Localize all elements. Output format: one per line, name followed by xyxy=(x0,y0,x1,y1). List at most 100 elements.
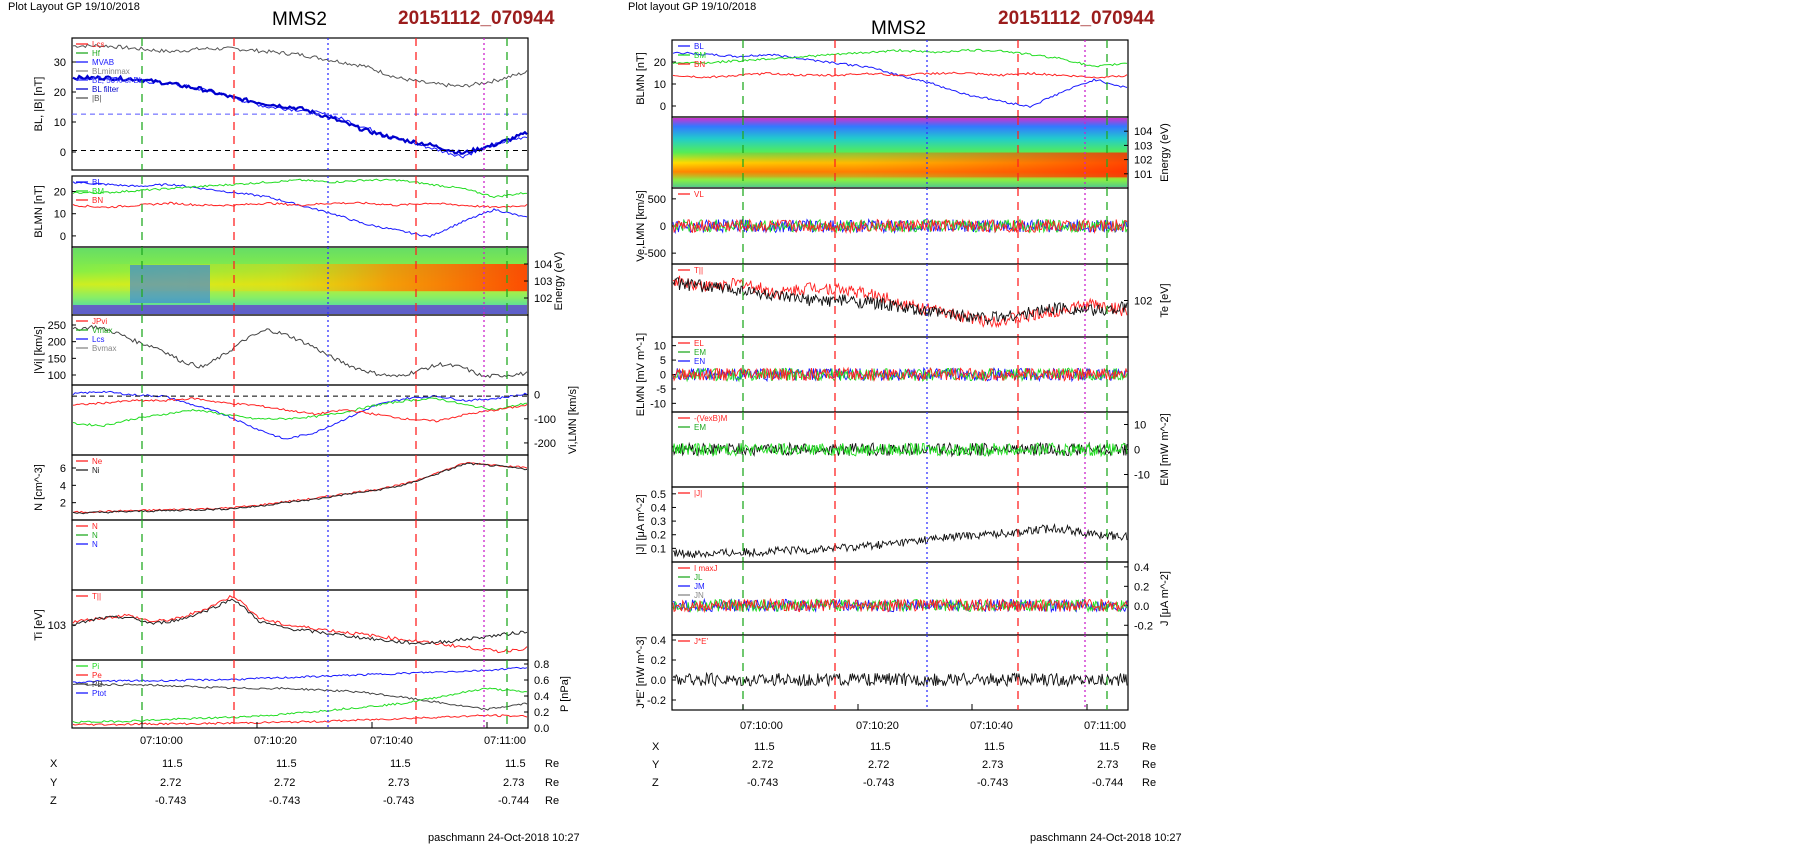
y-tick-label: 0.4 xyxy=(1134,562,1149,574)
series-line-pb xyxy=(72,683,528,711)
trace-line xyxy=(672,218,1128,234)
y-tick-label: -200 xyxy=(534,438,556,450)
trace-t xyxy=(672,275,1128,329)
series-line-b xyxy=(72,43,528,88)
orbit-value: 2.72 xyxy=(868,759,890,771)
series-line-vil xyxy=(72,390,528,440)
y-tick-label: 0 xyxy=(1134,445,1140,457)
orbit-label-z: Z xyxy=(652,777,659,789)
panel-frame-left-9 xyxy=(71,659,529,729)
series-line-bm xyxy=(672,48,1128,68)
orbit-value: -0.743 xyxy=(155,795,187,807)
right-time-tick: 07:10:20 xyxy=(856,720,899,732)
trace-imaxj xyxy=(672,597,1128,614)
series-line-pi xyxy=(72,687,528,724)
y-tick-label: 102 xyxy=(1134,296,1152,308)
legend-label: BL xyxy=(92,178,102,187)
y-tick-label: 200 xyxy=(48,337,66,349)
orbit-value: -0.743 xyxy=(747,777,779,789)
y-tick-label: 10 xyxy=(54,209,66,221)
legend-label: -(VexB)M xyxy=(694,414,728,423)
y-axis-label: EM [mW m^-2] xyxy=(1159,413,1171,485)
trace-em xyxy=(672,442,1128,458)
y-tick-label: 6 xyxy=(60,463,66,475)
y-tick-label: -10 xyxy=(1134,470,1150,482)
legend-label: EM xyxy=(694,348,706,357)
y-axis-label: Energy (eV) xyxy=(553,252,565,311)
right-spacecraft-title: MMS2 xyxy=(871,18,926,39)
y-tick-label: 0.4 xyxy=(534,691,549,703)
orbit-unit: Re xyxy=(545,758,560,770)
y-axis-label: Ti [eV] xyxy=(33,609,45,640)
y-tick-label: 0.2 xyxy=(651,655,666,667)
y-tick-label: 20 xyxy=(654,57,666,69)
series-line-vim xyxy=(72,397,528,428)
y-axis-label: |J| [μA m^-2] xyxy=(635,494,647,555)
legend-label: N xyxy=(92,531,98,540)
orbit-value: 2.72 xyxy=(160,777,182,789)
panel-frame-left-2 xyxy=(71,175,529,248)
right-event-id: 20151112_070944 xyxy=(998,8,1155,29)
y-tick-label: 0.0 xyxy=(534,723,549,735)
y-tick-label: 10 xyxy=(654,79,666,91)
y-tick-label: 0.4 xyxy=(651,502,666,514)
y-tick-label: 0.2 xyxy=(1134,581,1149,593)
y-tick-label: 104 xyxy=(534,259,552,271)
legend-label: PB xyxy=(92,680,103,689)
y-axis-label: BLMN [nT] xyxy=(635,52,647,105)
legend-label: |B| xyxy=(92,94,102,103)
y-tick-label: -10 xyxy=(650,398,666,410)
y-tick-label: 103 xyxy=(534,276,552,288)
panel-frame-right-7 xyxy=(671,486,1129,563)
legend-label: Ptot xyxy=(92,689,107,698)
orbit-value: 11.5 xyxy=(870,741,891,753)
orbit-value: 11.5 xyxy=(1099,741,1120,753)
right-time-tick: 07:10:00 xyxy=(740,720,783,732)
left-time-tick: 07:10:40 xyxy=(370,735,413,747)
panel-frame-right-4 xyxy=(671,263,1129,338)
legend-label: JM xyxy=(694,582,705,591)
legend-label: Pe xyxy=(92,671,102,680)
panel-frame-right-8 xyxy=(671,561,1129,636)
y-axis-label: ELMN [mV m^-1] xyxy=(635,333,647,416)
right-time-tick: 07:10:40 xyxy=(970,720,1013,732)
legend-label: MVAB xyxy=(92,58,114,67)
orbit-value: -0.744 xyxy=(498,795,530,807)
legend-label: BLminmax xyxy=(92,67,130,76)
y-tick-label: 0.0 xyxy=(651,675,666,687)
legend-label: JL xyxy=(694,573,703,582)
orbit-value: -0.743 xyxy=(269,795,301,807)
y-tick-label: 5 xyxy=(660,355,666,367)
legend-label: Hf xyxy=(92,49,101,58)
y-tick-label: 0 xyxy=(660,370,666,382)
y-axis-label: P [nPa] xyxy=(559,676,571,712)
trace-j xyxy=(672,522,1128,560)
legend-label: BL, 50% of BL xyxy=(92,76,144,85)
y-tick-label: 10 xyxy=(1134,420,1146,432)
y-tick-label: 10 xyxy=(654,341,666,353)
left-event-id: 20151112_070944 xyxy=(398,8,555,29)
trace-line xyxy=(672,218,1128,234)
orbit-unit: Re xyxy=(1142,759,1157,771)
y-tick-label: 102 xyxy=(534,293,552,305)
orbit-unit: Re xyxy=(545,795,560,807)
series-line-pe xyxy=(72,714,528,726)
legend-label: N xyxy=(92,522,98,531)
orbit-unit: Re xyxy=(1142,741,1157,753)
legend-label: J*E' xyxy=(694,637,708,646)
y-tick-label: 100 xyxy=(48,370,66,382)
legend-label: Bvmax xyxy=(92,344,116,353)
y-axis-label: Vi,LMN [km/s] xyxy=(567,386,579,454)
orbit-value: 2.73 xyxy=(388,777,410,789)
y-tick-label: 4 xyxy=(60,480,66,492)
legend-label: I maxJ xyxy=(694,564,718,573)
legend-label: JPvi xyxy=(92,317,107,326)
legend-label: BM xyxy=(694,51,706,60)
spectrogram-blue-patch xyxy=(130,265,210,303)
orbit-label-y: Y xyxy=(50,777,58,789)
spectrogram-low-band xyxy=(73,305,527,314)
y-axis-label: |Vi| [km/s] xyxy=(33,326,45,374)
y-tick-label: 20 xyxy=(54,187,66,199)
y-tick-label: -0.2 xyxy=(1134,620,1153,632)
